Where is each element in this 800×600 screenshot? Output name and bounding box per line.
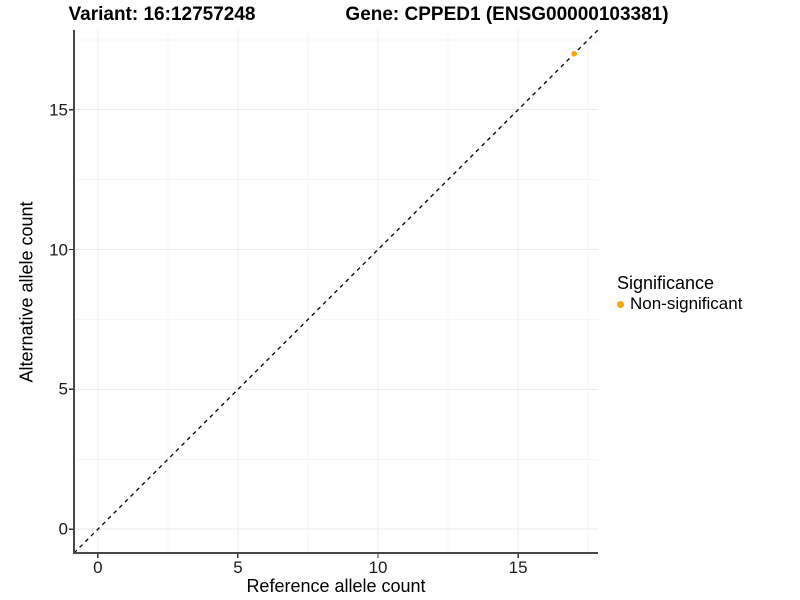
legend-item-non-significant: Non-significant xyxy=(617,294,742,314)
x-tick-label: 0 xyxy=(93,558,103,577)
x-axis-title: Reference allele count xyxy=(246,576,426,596)
y-axis-title: Alternative allele count xyxy=(16,201,37,383)
point-icon xyxy=(617,300,624,308)
y-tick-label: 5 xyxy=(58,379,68,399)
legend: Significance Non-significant xyxy=(617,273,742,314)
legend-title: Significance xyxy=(617,273,715,293)
y-tick-label: 15 xyxy=(49,100,68,120)
x-tick-label: 5 xyxy=(233,558,243,577)
identity-dashed-line xyxy=(73,29,599,554)
y-tick-label: 0 xyxy=(58,519,68,539)
variant-title: Variant: 16:12757248 xyxy=(68,4,256,25)
legend-item-label: Non-significant xyxy=(630,294,743,313)
x-tick-label: 10 xyxy=(368,558,388,577)
x-tick-label: 15 xyxy=(508,558,528,577)
gene-title: Gene: CPPED1 (ENSG00000103381) xyxy=(345,4,669,25)
data-point xyxy=(571,50,577,57)
y-tick-label: 10 xyxy=(49,240,68,260)
